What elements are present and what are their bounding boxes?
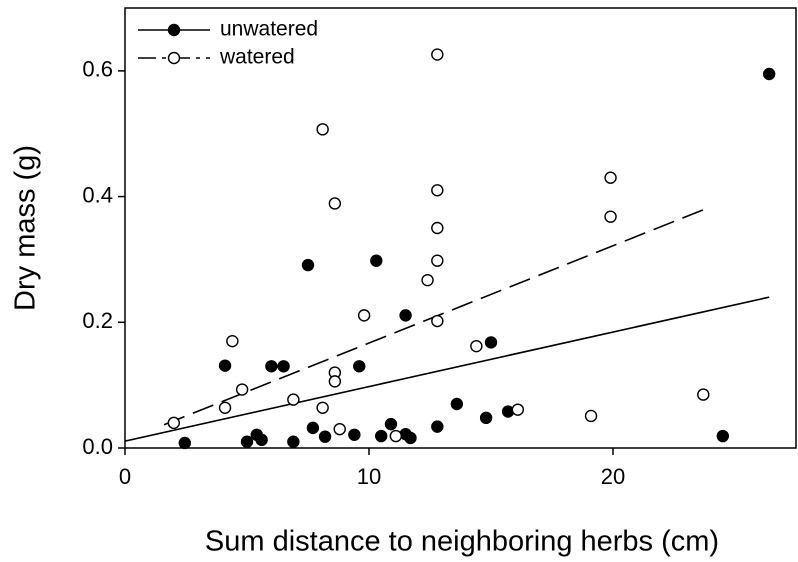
fit-line — [124, 296, 770, 442]
point — [604, 171, 617, 184]
y-tick-label: 0.2 — [82, 308, 113, 333]
point — [240, 435, 254, 448]
point — [265, 360, 278, 373]
point — [218, 359, 232, 372]
legend-marker — [167, 51, 181, 65]
point — [604, 210, 617, 223]
point — [421, 273, 434, 287]
point — [762, 67, 776, 81]
x-tick-label: 20 — [601, 464, 625, 489]
point — [431, 314, 444, 328]
point — [178, 436, 191, 450]
point — [584, 409, 598, 423]
point — [287, 393, 300, 406]
point — [716, 429, 729, 443]
point — [399, 309, 412, 322]
point — [470, 339, 483, 353]
point — [328, 197, 342, 210]
point — [353, 360, 366, 373]
point — [697, 388, 710, 401]
y-axis-label: Dry mass (g) — [10, 145, 42, 311]
point — [450, 397, 464, 411]
x-tick-label: 10 — [357, 464, 381, 489]
legend-marker — [167, 23, 181, 37]
point — [301, 258, 315, 272]
point — [431, 254, 444, 267]
point — [431, 184, 444, 197]
point — [375, 429, 388, 443]
legend-label: unwatered — [220, 18, 318, 41]
point — [484, 336, 498, 349]
point — [235, 383, 249, 396]
y-tick-label: 0.6 — [82, 57, 113, 82]
point — [316, 401, 329, 414]
point — [501, 405, 515, 418]
point — [226, 334, 239, 348]
y-tick-label: 0.4 — [82, 182, 113, 207]
point — [218, 401, 232, 414]
point — [167, 416, 181, 430]
x-tick-label: 0 — [119, 464, 131, 489]
point — [287, 435, 300, 448]
point — [404, 431, 417, 445]
point — [318, 430, 332, 443]
point — [431, 221, 444, 235]
point — [306, 421, 320, 435]
x-axis-label: Sum distance to neighboring herbs (cm) — [205, 526, 719, 558]
y-tick-label: 0.0 — [82, 434, 113, 459]
legend-label: watered — [219, 46, 295, 69]
point — [316, 123, 329, 136]
point — [384, 417, 398, 431]
plot-frame — [124, 7, 797, 449]
point — [370, 254, 383, 267]
point — [431, 420, 444, 433]
point — [479, 411, 493, 425]
point — [389, 429, 403, 443]
point — [348, 428, 361, 441]
point — [357, 309, 371, 322]
point — [255, 433, 268, 447]
point — [511, 403, 525, 416]
point — [431, 48, 444, 61]
point — [333, 422, 346, 436]
point — [328, 375, 342, 388]
point — [277, 360, 290, 373]
